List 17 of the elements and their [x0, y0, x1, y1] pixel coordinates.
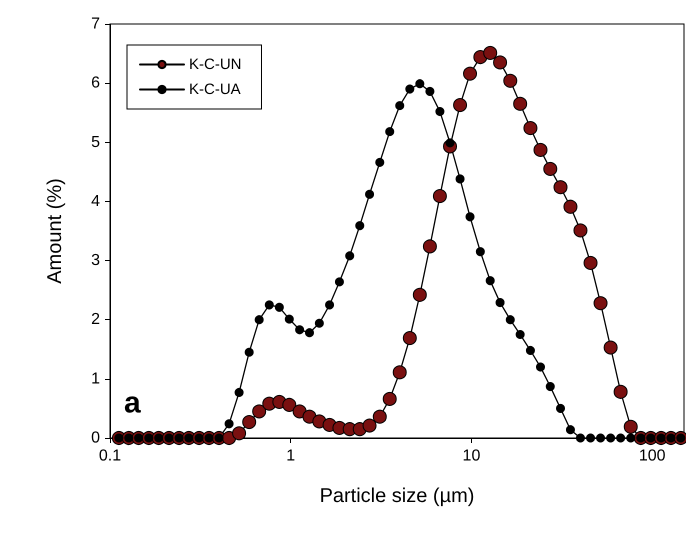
x-tick-label: 0.1 [98, 448, 122, 464]
y-axis-title: Amount (%) [44, 178, 66, 284]
x-tick-label: 100 [638, 448, 666, 464]
y-tick-label: 1 [91, 370, 100, 388]
y-tick-label: 7 [91, 16, 100, 32]
y-tick-label: 5 [91, 134, 100, 151]
x-axis-title: Particle size (µm) [320, 485, 474, 507]
y-tick-label: 6 [91, 74, 100, 92]
legend-label: K-C-UA [189, 81, 241, 98]
legend-label: K-C-UN [189, 56, 242, 73]
y-tick-label: 0 [91, 430, 100, 446]
x-tick-label: 1 [286, 448, 296, 464]
y-tick-label: 3 [91, 252, 100, 270]
x-tick-label: 10 [462, 448, 480, 464]
y-tick-label: 4 [91, 192, 100, 210]
y-tick-label: 2 [91, 311, 100, 328]
annotation: a [124, 386, 141, 420]
